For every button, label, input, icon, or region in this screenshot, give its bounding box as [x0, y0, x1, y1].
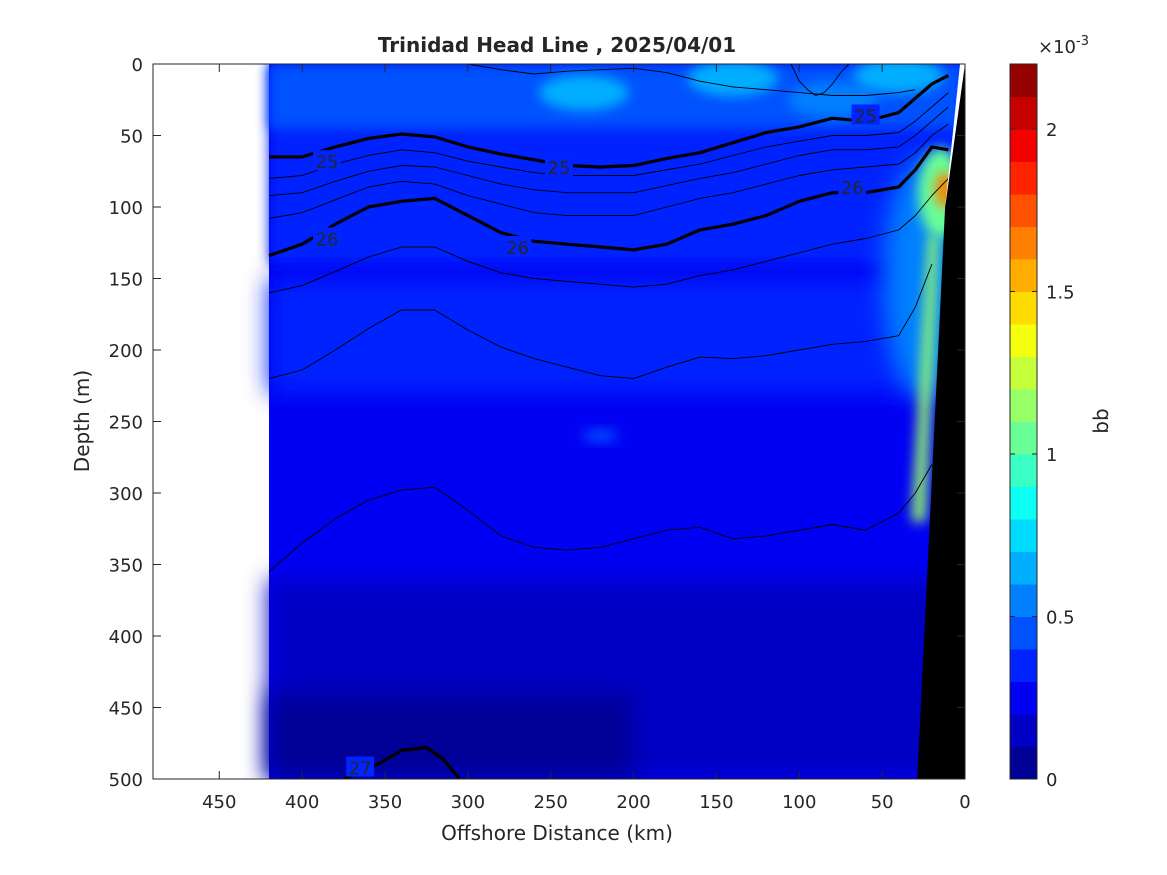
seafloor — [917, 64, 965, 779]
colorbar-frame — [1009, 63, 1038, 780]
contour-label-bg — [545, 155, 573, 176]
contour-label: 27 — [349, 759, 372, 780]
colorbar-segment — [1010, 389, 1037, 422]
chart-title: Trinidad Head Line , 2025/04/01 — [378, 33, 736, 57]
y-axis-label: Depth (m) — [70, 370, 94, 472]
contour-label: 25 — [854, 106, 877, 127]
x-tick-label: 350 — [368, 792, 402, 813]
colorbar-tick-label: 0.5 — [1046, 608, 1075, 629]
x-tick-label: 150 — [699, 792, 733, 813]
y-tick-label: 50 — [120, 127, 143, 148]
colorbar-segment — [1010, 324, 1037, 357]
contour-label-bg — [313, 227, 341, 248]
y-tick-label: 0 — [132, 55, 143, 76]
contour-line-26-3 — [268, 178, 949, 294]
y-tick-label: 100 — [109, 198, 143, 219]
colorbar-segment — [1010, 519, 1037, 552]
colorbar-segment — [1010, 129, 1037, 162]
colorbar-segment — [1010, 194, 1037, 227]
density-contours: 25 25 25 26 26 26 27 — [268, 64, 950, 780]
y-tick-label: 400 — [109, 627, 143, 648]
y-tick-label: 450 — [109, 699, 143, 720]
colorbar-segment — [1010, 161, 1037, 195]
contour-line-25 — [467, 64, 916, 96]
colorbar: 0 0.5 1 1.5 2 — [1009, 63, 1075, 791]
y-tick-label: 350 — [109, 556, 143, 577]
x-tick-label: 400 — [285, 792, 319, 813]
colorbar-tick-label: 0 — [1046, 770, 1057, 791]
y-tick-label: 500 — [109, 770, 143, 791]
contour-label-bg — [313, 150, 341, 171]
x-axis-label: Offshore Distance (km) — [441, 821, 673, 845]
contour-line-25-8 — [268, 123, 949, 219]
contour-label-bg — [503, 236, 532, 257]
x-tick-label: 200 — [616, 792, 650, 813]
colorbar-tick-label: 1.5 — [1046, 283, 1075, 304]
colorbar-segment — [1010, 584, 1037, 617]
colorbar-segment — [1010, 454, 1037, 487]
colorbar-segment — [1010, 616, 1037, 650]
contour-label: 26 — [841, 178, 864, 199]
contour-label: 26 — [316, 229, 339, 250]
contour-line-26-6 — [268, 264, 933, 380]
seafloor-mask — [917, 64, 965, 779]
colorbar-segment — [1010, 259, 1037, 292]
field-slope-strip — [911, 235, 939, 522]
field-deep-core — [269, 693, 634, 779]
x-tick-label: 450 — [202, 792, 236, 813]
colorbar-segment — [1010, 64, 1037, 97]
x-tick-label: 0 — [959, 792, 970, 813]
colorbar-segment — [1010, 681, 1037, 715]
contour-line-26 — [268, 145, 949, 258]
contour-line-25-5 — [268, 106, 949, 197]
colorbar-segment — [1010, 96, 1037, 130]
x-tick-label: 250 — [534, 792, 568, 813]
contour-label: 25 — [316, 152, 339, 173]
colorbar-segment — [1010, 356, 1037, 390]
contour-line-26-8 — [268, 464, 933, 572]
y-tick-label: 150 — [109, 270, 143, 291]
colorbar-segment — [1010, 421, 1037, 455]
field-surface-patch — [688, 64, 778, 97]
contour-label-bg — [851, 104, 880, 125]
field-patch — [582, 429, 619, 442]
colorbar-tick-label: 1 — [1046, 445, 1057, 466]
colorbar-tick-label: 2 — [1046, 120, 1057, 141]
colorbar-segment — [1010, 551, 1037, 585]
colorbar-segment — [1010, 486, 1037, 520]
contour-line-24-9 — [790, 64, 850, 96]
colorbar-segment — [1010, 649, 1037, 682]
field-surface-patch — [538, 74, 629, 111]
seafloor-white-wedge — [945, 64, 965, 207]
y-tick-label: 300 — [109, 484, 143, 505]
contour-label: 26 — [506, 238, 529, 259]
colorbar-segment — [1010, 746, 1037, 780]
x-tick-label: 50 — [871, 792, 894, 813]
colorbar-exponent: ×10-3 — [1038, 34, 1089, 58]
colorbar-segment — [1010, 714, 1037, 747]
field-surface-patch — [853, 64, 944, 94]
contour-label: 25 — [548, 158, 571, 179]
contour-line-25-3 — [268, 92, 949, 179]
y-tick-label: 200 — [109, 341, 143, 362]
field-mid-band — [269, 278, 965, 393]
x-axis-ticks: 450 400 350 300 250 200 150 100 50 0 — [202, 64, 971, 813]
x-tick-label: 300 — [451, 792, 485, 813]
x-tick-label: 100 — [782, 792, 816, 813]
colorbar-label: bb — [1089, 408, 1113, 433]
contour-label-bg — [346, 756, 375, 777]
y-tick-label: 250 — [109, 413, 143, 434]
contour-label-bg — [838, 175, 867, 196]
colorbar-segment — [1010, 226, 1037, 260]
colorbar-segment — [1010, 291, 1037, 325]
y-axis-ticks: 0 50 100 150 200 250 300 350 400 450 500 — [109, 55, 965, 791]
